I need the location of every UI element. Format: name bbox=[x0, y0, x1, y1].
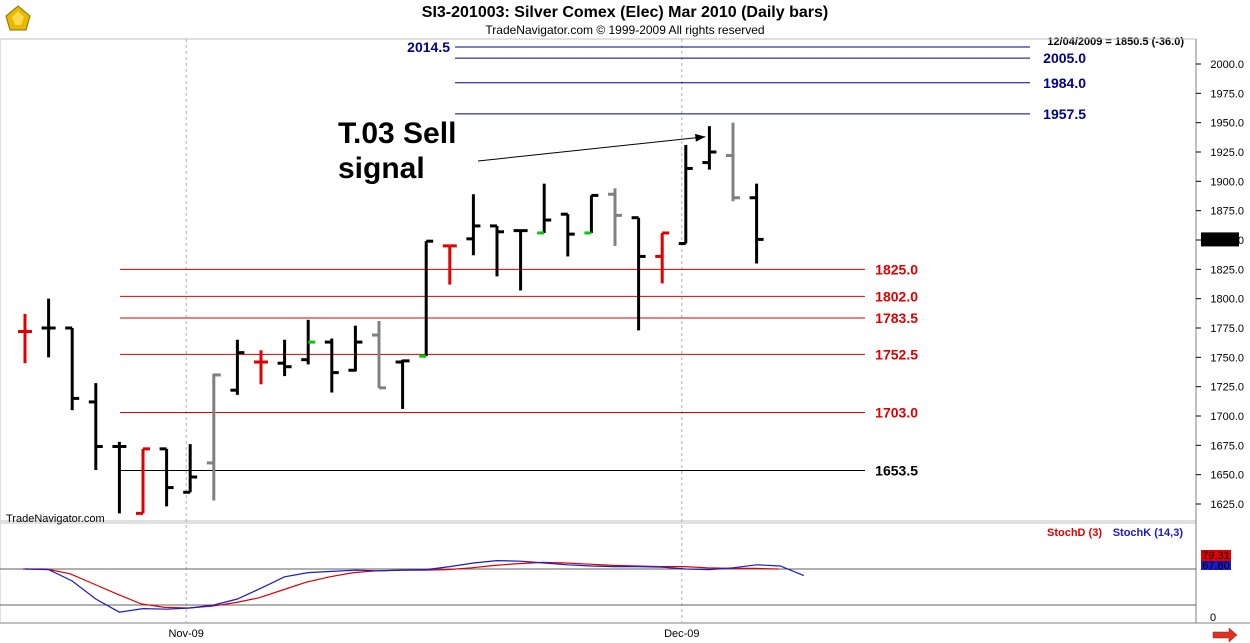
stoch-value-box-d bbox=[1201, 550, 1231, 561]
ohlc-bar bbox=[301, 319, 316, 365]
level-label: 1802.0 bbox=[875, 288, 918, 304]
ohlc-bar bbox=[88, 383, 103, 470]
y-tick-label: 1875.0 bbox=[1210, 206, 1244, 218]
y-tick-label: 1825.0 bbox=[1210, 264, 1244, 276]
annotation-line2: signal bbox=[338, 152, 425, 185]
ohlc-bar bbox=[466, 194, 481, 256]
level-label: 1957.5 bbox=[1043, 106, 1086, 122]
ohlc-bar bbox=[537, 183, 552, 235]
y-tick-label: 1675.0 bbox=[1210, 440, 1244, 452]
level-label: 1703.0 bbox=[875, 404, 918, 420]
ohlc-bar bbox=[631, 216, 646, 331]
y-tick-label: 1625.0 bbox=[1210, 499, 1244, 511]
sell-signal-annotation: T.03 Sell signal bbox=[338, 117, 706, 185]
ohlc-bar bbox=[18, 313, 32, 364]
ohlc-bar bbox=[65, 326, 80, 411]
ohlc-bar bbox=[159, 447, 174, 507]
x-tick-label: Dec-09 bbox=[664, 628, 699, 640]
ohlc-bar bbox=[584, 193, 599, 235]
legend-stochd: StochD (3) bbox=[1047, 527, 1102, 539]
annotation-arrow bbox=[477, 136, 706, 162]
ohlc-bar bbox=[112, 441, 127, 514]
stoch-value-k: 67.80 bbox=[1202, 560, 1230, 572]
level-label: 1825.0 bbox=[875, 261, 918, 277]
y-tick-label: 1750.0 bbox=[1210, 352, 1244, 364]
stoch-tick-label: 0 bbox=[1210, 612, 1216, 624]
ohlc-bar bbox=[254, 350, 268, 385]
stoch-value-d: 79.31 bbox=[1202, 550, 1230, 562]
level-label: 2014.5 bbox=[407, 39, 450, 55]
header: SI3-201003: Silver Comex (Elec) Mar 2010… bbox=[422, 4, 1185, 48]
y-tick-label: 1650.0 bbox=[1210, 470, 1244, 482]
price-panel bbox=[0, 38, 1197, 522]
annotation-line1: T.03 Sell bbox=[338, 117, 456, 150]
scroll-right-arrow-icon[interactable] bbox=[1212, 627, 1238, 643]
ohlc-bar bbox=[749, 183, 764, 264]
stoch-series-k bbox=[24, 559, 805, 613]
ohlc-bar bbox=[372, 320, 386, 390]
chart-title: SI3-201003: Silver Comex (Elec) Mar 2010… bbox=[422, 4, 828, 21]
x-tick-label: Nov-09 bbox=[168, 628, 203, 640]
ohlc-bar bbox=[655, 231, 670, 284]
copyright-text: TradeNavigator.com © 1999-2009 All right… bbox=[485, 23, 764, 37]
y-tick-label: 1800.0 bbox=[1210, 294, 1244, 306]
ohlc-bar bbox=[608, 188, 622, 246]
ohlc-bar bbox=[348, 325, 363, 372]
y-tick-label: 1950.0 bbox=[1210, 118, 1244, 130]
y-tick-label: 1975.0 bbox=[1210, 88, 1244, 100]
y-tick-label: 1900.0 bbox=[1210, 176, 1244, 188]
logo-icon bbox=[5, 5, 31, 31]
legend-stochk: StochK (14,3) bbox=[1113, 527, 1184, 539]
ohlc-bar bbox=[183, 444, 198, 494]
level-label: 1783.5 bbox=[875, 310, 918, 326]
ohlc-bar bbox=[206, 373, 221, 501]
ohlc-bar bbox=[41, 298, 56, 358]
level-label: 1653.5 bbox=[875, 463, 918, 479]
ohlc-bar bbox=[513, 229, 528, 291]
ohlc-bar bbox=[230, 339, 245, 395]
ohlc-bar bbox=[726, 122, 740, 202]
ohlc-bar bbox=[419, 239, 434, 358]
ohlc-bar bbox=[136, 447, 150, 515]
ohlc-bar bbox=[702, 126, 717, 170]
arrowhead-icon bbox=[695, 133, 706, 142]
level-label: 1984.0 bbox=[1043, 75, 1086, 91]
y-tick-label: 2000.0 bbox=[1210, 59, 1244, 71]
ohlc-bar bbox=[560, 212, 575, 257]
y-tick-label: 1925.0 bbox=[1210, 147, 1244, 159]
y-tick-label: 1775.0 bbox=[1210, 323, 1244, 335]
last-price-label: 1850.5 bbox=[1203, 234, 1237, 246]
y-tick-label: 1725.0 bbox=[1210, 382, 1244, 394]
stoch-value-box-k bbox=[1201, 561, 1231, 570]
ohlc-bar bbox=[442, 244, 457, 285]
level-label: 2005.0 bbox=[1043, 50, 1086, 66]
ohlc-bar bbox=[678, 144, 693, 246]
level-label: 1752.5 bbox=[875, 346, 918, 362]
price-info: 12/04/2009 = 1850.5 (-36.0) bbox=[1047, 36, 1184, 48]
ohlc-bar bbox=[277, 339, 292, 377]
ohlc-bar bbox=[324, 338, 339, 393]
last-price-box bbox=[1201, 232, 1239, 247]
ohlc-bar bbox=[395, 359, 410, 409]
y-tick-label: 1700.0 bbox=[1210, 411, 1244, 423]
watermark: TradeNavigator.com bbox=[6, 513, 105, 525]
ohlc-bar bbox=[490, 224, 504, 277]
